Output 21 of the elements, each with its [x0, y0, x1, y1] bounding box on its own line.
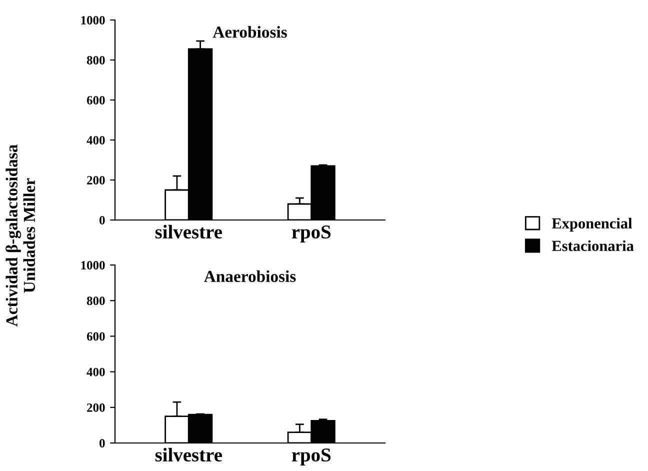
y-tick-label: 0	[100, 439, 105, 448]
y-tick-label: 400	[86, 136, 105, 144]
y-tick-label: 600	[86, 96, 105, 104]
legend-label: Exponencial	[552, 218, 632, 232]
x-tick-label: rpoS	[292, 448, 331, 466]
y-tick-label: 400	[86, 368, 105, 376]
y-tick-label: 200	[87, 403, 105, 412]
chart-title: Anaerobiosis	[204, 270, 296, 282]
y-tick-label: 0	[100, 216, 105, 224]
legend-label: Estacionaria	[552, 240, 634, 252]
y-tick-label: 200	[87, 176, 105, 184]
y-tick-label: 1000	[81, 16, 105, 24]
x-tick-label: silvestre	[155, 224, 222, 239]
y-tick-label: 600	[86, 332, 105, 341]
y-tick-label: 800	[86, 296, 105, 306]
x-tick-label: rpoS	[292, 225, 331, 242]
y-axis-title: Actividad β-galactosidasa Unidades Miller	[6, 144, 36, 327]
chart-title: Aerobiosis	[212, 26, 287, 38]
y-tick-label: 1000	[81, 261, 105, 270]
x-tick-label: silvestre	[155, 448, 222, 462]
y-tick-label: 800	[86, 56, 105, 64]
